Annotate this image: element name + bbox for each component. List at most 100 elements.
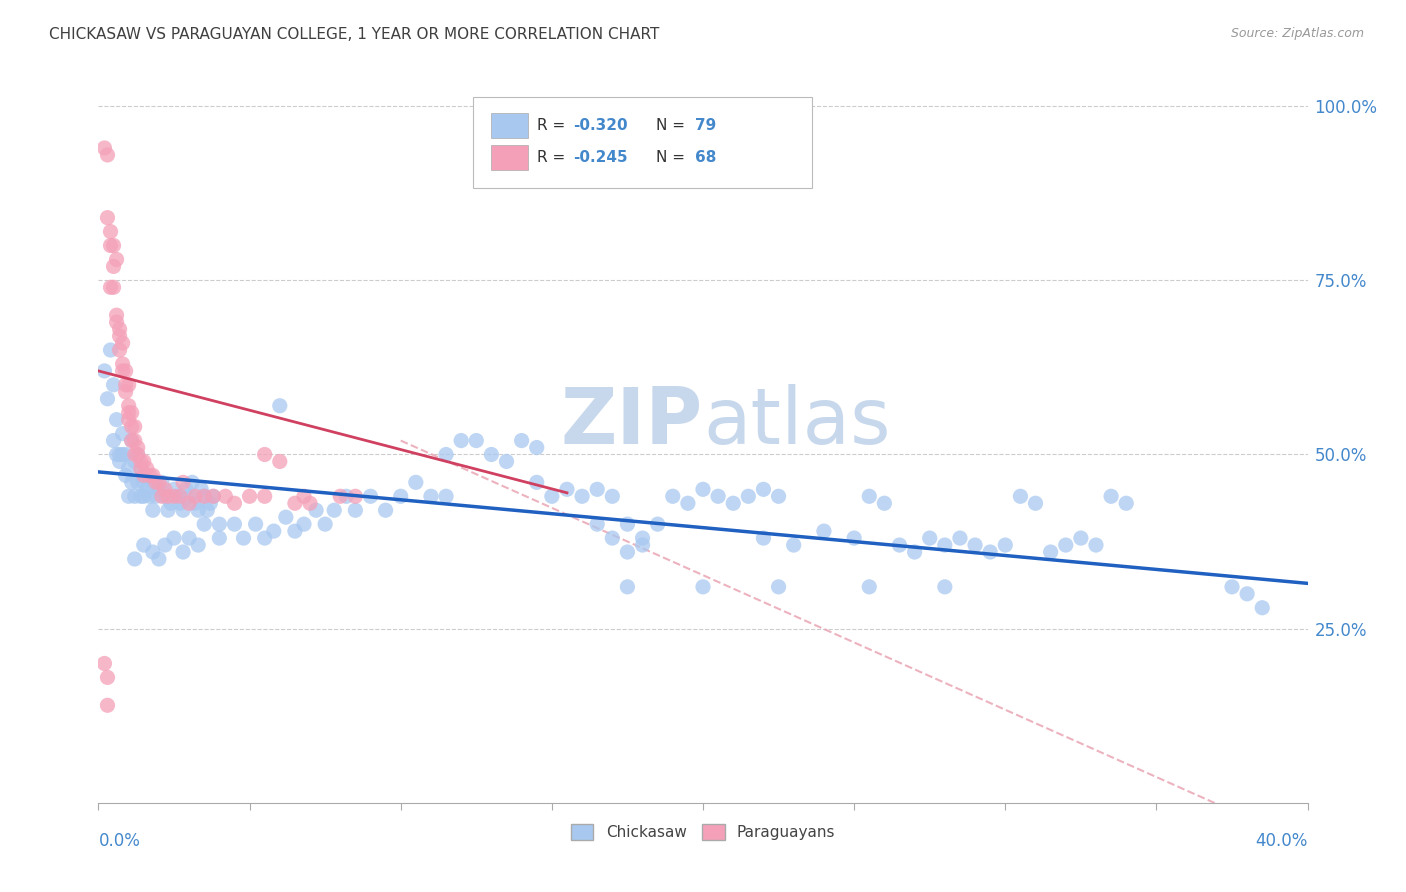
Point <box>602 531 624 545</box>
Point <box>179 531 201 545</box>
Point <box>193 489 215 503</box>
Point <box>127 448 149 462</box>
Point <box>124 454 146 468</box>
Point <box>224 496 246 510</box>
Point <box>314 517 336 532</box>
Point <box>335 489 357 503</box>
Point <box>103 238 125 252</box>
Point <box>153 538 176 552</box>
Point <box>586 483 609 497</box>
Point <box>93 141 115 155</box>
Point <box>108 343 131 357</box>
Point <box>105 412 128 426</box>
Point <box>139 468 162 483</box>
Point <box>389 489 412 503</box>
Point <box>111 357 134 371</box>
Point <box>526 441 548 455</box>
Point <box>292 517 315 532</box>
Point <box>111 364 134 378</box>
Point <box>965 538 987 552</box>
Point <box>121 434 143 448</box>
Point <box>142 503 165 517</box>
Point <box>129 461 152 475</box>
Point <box>616 517 638 532</box>
Point <box>184 496 207 510</box>
Point <box>132 475 155 490</box>
Point <box>752 531 775 545</box>
Point <box>616 545 638 559</box>
Point <box>858 489 880 503</box>
Point <box>200 496 222 510</box>
Text: Source: ZipAtlas.com: Source: ZipAtlas.com <box>1230 27 1364 40</box>
Point <box>1115 496 1137 510</box>
Point <box>127 441 149 455</box>
Point <box>93 364 115 378</box>
Text: -0.320: -0.320 <box>574 118 628 133</box>
Point <box>586 517 609 532</box>
Point <box>904 545 927 559</box>
Point <box>269 454 291 468</box>
Point <box>132 538 155 552</box>
Point <box>193 489 215 503</box>
Point <box>889 538 911 552</box>
Point <box>179 489 201 503</box>
Point <box>114 377 136 392</box>
Point <box>858 580 880 594</box>
Point <box>616 580 638 594</box>
Point <box>121 475 143 490</box>
Point <box>344 503 367 517</box>
Point <box>105 252 128 267</box>
Text: ZIP: ZIP <box>561 384 703 460</box>
Point <box>179 496 201 510</box>
Text: N =: N = <box>655 118 690 133</box>
Point <box>127 475 149 490</box>
Point <box>723 496 745 510</box>
Point <box>813 524 835 538</box>
Point <box>153 483 176 497</box>
Point <box>142 475 165 490</box>
Point <box>148 552 170 566</box>
Point <box>263 524 285 538</box>
Point <box>108 454 131 468</box>
Point <box>118 489 141 503</box>
Text: 40.0%: 40.0% <box>1256 832 1308 850</box>
Point <box>994 538 1017 552</box>
Point <box>284 496 307 510</box>
Point <box>323 503 346 517</box>
Point <box>172 475 194 490</box>
Point <box>692 483 714 497</box>
Point <box>949 531 972 545</box>
Point <box>103 280 125 294</box>
Point <box>305 503 328 517</box>
Point <box>150 489 173 503</box>
Point <box>124 434 146 448</box>
Point <box>450 434 472 448</box>
Point <box>481 448 503 462</box>
Point <box>135 483 157 497</box>
Point <box>169 489 191 503</box>
Point <box>100 343 122 357</box>
Point <box>114 448 136 462</box>
Point <box>166 489 188 503</box>
Point <box>114 364 136 378</box>
Text: R =: R = <box>537 150 571 165</box>
Point <box>111 336 134 351</box>
Point <box>1085 538 1108 552</box>
Text: N =: N = <box>655 150 690 165</box>
Point <box>139 489 162 503</box>
Point <box>172 545 194 559</box>
Point <box>602 489 624 503</box>
Point <box>707 489 730 503</box>
Point <box>172 503 194 517</box>
Point <box>274 510 297 524</box>
Point <box>105 308 128 322</box>
Point <box>96 148 118 162</box>
Point <box>768 580 790 594</box>
Point <box>292 489 315 503</box>
Point <box>555 483 578 497</box>
Point <box>124 448 146 462</box>
Point <box>93 657 115 671</box>
Point <box>163 489 186 503</box>
Point <box>495 454 517 468</box>
Point <box>232 531 254 545</box>
